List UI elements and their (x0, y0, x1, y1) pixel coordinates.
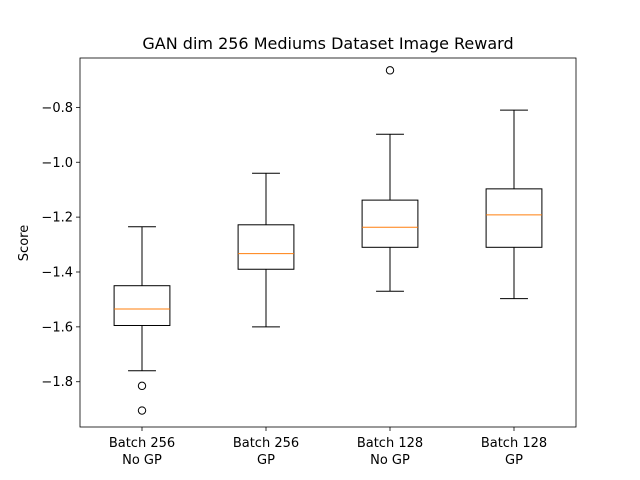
outlier-point (385, 66, 395, 75)
x-tick-label: GP (257, 453, 275, 468)
box-iqr (237, 224, 295, 270)
x-tick-label: GP (505, 453, 523, 468)
chart-title: GAN dim 256 Mediums Dataset Image Reward (142, 34, 513, 53)
x-tick-label: Batch 256 (109, 436, 175, 451)
x-tick-label: No GP (370, 453, 410, 468)
x-tick-label: Batch 128 (481, 436, 547, 451)
box-iqr (113, 285, 171, 326)
box-iqr (361, 199, 419, 248)
y-tick-label: −1.0 (41, 156, 73, 171)
x-tick-label: No GP (122, 453, 162, 468)
outlier-point (137, 406, 147, 415)
y-tick-label: −1.8 (41, 375, 73, 390)
box-iqr (485, 188, 543, 248)
y-tick-label: −1.4 (41, 265, 73, 280)
plot-area: −1.8 −1.6 −1.4 −1.2 −1.0 −0.8 Batch 256 No GP Ba… (41, 57, 577, 468)
y-axis-label: Score (17, 225, 32, 261)
outlier-point (137, 381, 147, 391)
y-tick-label: −1.2 (41, 211, 73, 226)
y-tick-label: −0.8 (41, 101, 73, 116)
x-tick-label: Batch 256 (233, 436, 299, 451)
y-tick-label: −1.6 (41, 320, 73, 335)
x-tick-label: Batch 128 (357, 436, 423, 451)
axes-frame (79, 57, 577, 428)
